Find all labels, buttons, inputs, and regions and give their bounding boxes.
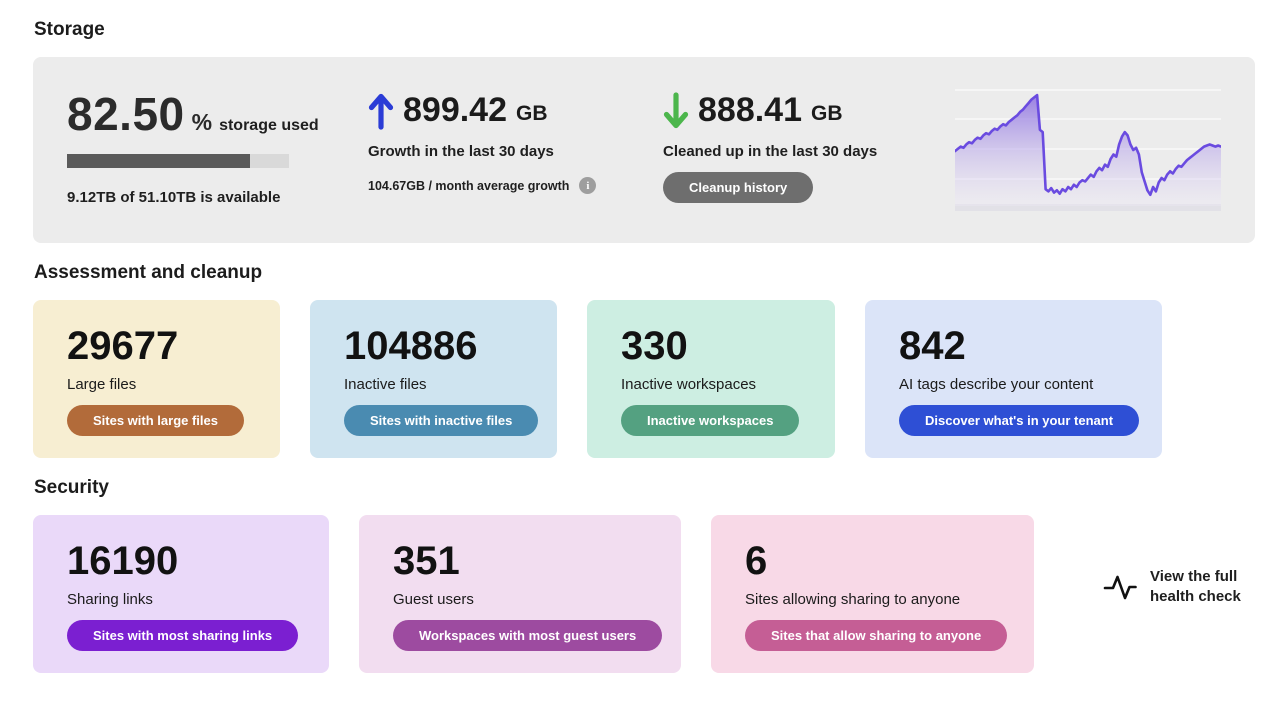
card-sharing-anyone: 6 Sites allowing sharing to anyone Sites… — [711, 515, 1034, 673]
card-label: Inactive files — [344, 376, 427, 393]
storage-used-percent: 82.50 — [67, 88, 185, 140]
storage-section-title: Storage — [34, 19, 105, 40]
security-section-title: Security — [34, 477, 109, 498]
cleanup-history-button[interactable]: Cleanup history — [663, 172, 814, 203]
storage-usage-block: 82.50 % storage used 9.12TB of 51.10TB i… — [67, 57, 368, 243]
pulse-icon — [1103, 575, 1137, 600]
card-label: AI tags describe your content — [899, 376, 1094, 393]
arrow-down-icon — [663, 91, 689, 128]
card-value: 104886 — [344, 324, 478, 368]
cleanup-value: 888.41 — [698, 91, 802, 129]
card-value: 16190 — [67, 539, 179, 583]
storage-progress-fill — [67, 154, 251, 168]
chart-area-fill — [955, 95, 1221, 206]
discover-tenant-button[interactable]: Discover what's in your tenant — [899, 405, 1140, 436]
chart-axis-strip — [955, 204, 1221, 211]
storage-used-label: storage used — [219, 117, 319, 134]
card-guest-users: 351 Guest users Workspaces with most gue… — [359, 515, 681, 673]
card-value: 6 — [745, 539, 768, 583]
storage-progress-bar — [67, 154, 289, 168]
card-inactive-workspaces: 330 Inactive workspaces Inactive workspa… — [587, 300, 835, 458]
storage-available-text: 9.12TB of 51.10TB is available — [67, 189, 281, 206]
security-cards-row: 16190 Sharing links Sites with most shar… — [33, 515, 1255, 673]
growth-label: Growth in the last 30 days — [368, 143, 554, 160]
sites-with-large-files-button[interactable]: Sites with large files — [67, 405, 244, 436]
assessment-section-title: Assessment and cleanup — [34, 262, 263, 283]
storage-panel: 82.50 % storage used 9.12TB of 51.10TB i… — [33, 57, 1255, 243]
card-value: 351 — [393, 539, 460, 583]
percent-sign: % — [191, 109, 213, 135]
growth-value: 899.42 — [403, 91, 507, 129]
workspaces-most-guest-users-button[interactable]: Workspaces with most guest users — [393, 620, 663, 651]
growth-average-text: 104.67GB / month average growth — [368, 178, 570, 193]
storage-trend-chart — [953, 89, 1223, 211]
card-label: Sharing links — [67, 591, 153, 608]
arrow-up-icon — [368, 93, 394, 130]
card-value: 842 — [899, 324, 966, 368]
card-large-files: 29677 Large files Sites with large files — [33, 300, 280, 458]
card-ai-tags: 842 AI tags describe your content Discov… — [865, 300, 1162, 458]
chart-line — [953, 93, 1223, 197]
card-value: 330 — [621, 324, 688, 368]
storage-cleanup-block: 888.41 GB Cleaned up in the last 30 days… — [663, 57, 922, 243]
cleanup-label: Cleaned up in the last 30 days — [663, 143, 878, 160]
card-label: Inactive workspaces — [621, 376, 757, 393]
sites-with-inactive-files-button[interactable]: Sites with inactive files — [344, 405, 539, 436]
card-value: 29677 — [67, 324, 179, 368]
cleanup-unit: GB — [811, 101, 843, 125]
storage-growth-block: 899.42 GB Growth in the last 30 days 104… — [368, 57, 663, 243]
card-label: Sites allowing sharing to anyone — [745, 591, 961, 608]
card-label: Large files — [67, 376, 137, 393]
sites-most-sharing-links-button[interactable]: Sites with most sharing links — [67, 620, 299, 651]
health-check-link[interactable]: View the full health check — [1102, 567, 1241, 607]
info-icon[interactable]: i — [579, 177, 597, 194]
assessment-cards-row: 29677 Large files Sites with large files… — [33, 300, 1255, 458]
card-inactive-files: 104886 Inactive files Sites with inactiv… — [310, 300, 557, 458]
inactive-workspaces-button[interactable]: Inactive workspaces — [621, 405, 800, 436]
card-sharing-links: 16190 Sharing links Sites with most shar… — [33, 515, 329, 673]
growth-unit: GB — [516, 101, 548, 125]
card-label: Guest users — [393, 591, 474, 608]
dashboard: Storage 82.50 % storage used 9.12TB of 5… — [0, 17, 1280, 673]
health-check-text: View the full health check — [1150, 568, 1241, 605]
sites-allow-sharing-anyone-button[interactable]: Sites that allow sharing to anyone — [745, 620, 1008, 651]
storage-trend-chart-block — [953, 57, 1223, 243]
